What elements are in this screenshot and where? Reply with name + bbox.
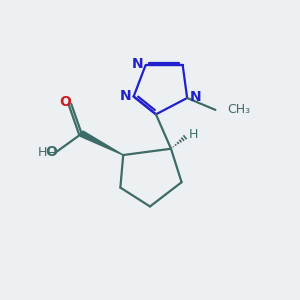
Text: H: H [38, 146, 47, 159]
Text: O: O [59, 95, 70, 110]
Text: O: O [45, 146, 57, 159]
Text: N: N [131, 57, 143, 71]
Polygon shape [80, 131, 123, 155]
Text: N: N [190, 89, 201, 103]
Text: N: N [119, 89, 131, 103]
Text: CH₃: CH₃ [227, 103, 250, 116]
Text: H: H [189, 128, 198, 141]
